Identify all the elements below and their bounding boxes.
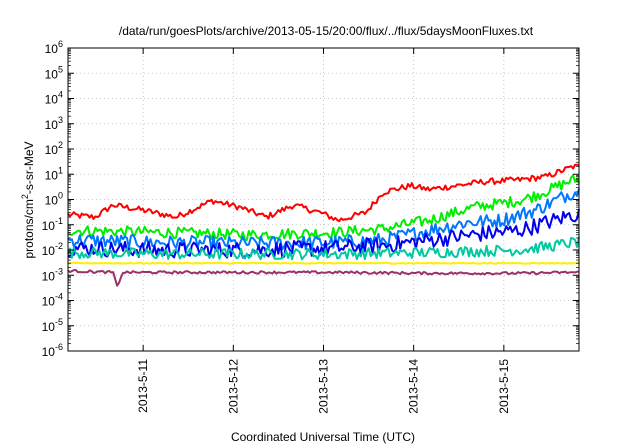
y-tick-label: 104	[45, 90, 63, 107]
series-line	[67, 163, 580, 223]
y-tick-label: 103	[45, 115, 63, 132]
y-tick-exponent: 0	[58, 191, 63, 201]
y-axis-label-prefix: protons/cm	[22, 199, 36, 258]
y-tick-base: 10	[45, 118, 59, 132]
y-tick-exponent: 6	[58, 39, 63, 49]
x-tick-label: 2013-5-12	[226, 359, 240, 414]
y-tick-base: 10	[45, 67, 59, 81]
y-tick-base: 10	[42, 244, 56, 258]
y-tick-label: 10-6	[42, 342, 63, 359]
series-group	[67, 163, 580, 287]
x-tick-label: 2013-5-14	[407, 359, 421, 414]
grid	[68, 48, 579, 351]
y-tick-exponent: 5	[58, 64, 63, 74]
y-tick-label: 10-4	[42, 292, 63, 309]
x-tick-label: 2013-5-13	[316, 359, 330, 414]
y-tick-label: 101	[45, 165, 63, 182]
y-tick-base: 10	[45, 42, 59, 56]
y-tick-exponent: -6	[55, 342, 63, 352]
x-axis: 2013-5-11 2013-5-12 2013-5-13 2013-5-14 2013…	[136, 48, 511, 414]
y-tick-exponent: 4	[58, 90, 63, 100]
y-tick-label: 100	[45, 191, 63, 208]
y-axis-label-suffix: -s-sr-MeV	[22, 141, 36, 194]
y-tick-label: 106	[45, 39, 63, 56]
y-tick-base: 10	[42, 345, 56, 359]
series-line	[67, 174, 580, 241]
y-tick-base: 10	[42, 219, 56, 233]
y-tick-exponent: 2	[58, 140, 63, 150]
chart-title: /data/run/goesPlots/archive/2013-05-15/2…	[119, 24, 534, 38]
y-tick-exponent: 1	[58, 165, 63, 175]
y-tick-label: 105	[45, 64, 63, 81]
y-tick-exponent: -4	[55, 292, 63, 302]
x-tick-label: 2013-5-11	[136, 359, 150, 413]
series-line	[67, 209, 580, 259]
series-line	[67, 261, 580, 265]
y-tick-base: 10	[45, 93, 59, 107]
y-tick-exponent: -5	[55, 317, 63, 327]
y-tick-base: 10	[45, 194, 59, 208]
series-line	[67, 236, 580, 261]
y-tick-base: 10	[42, 320, 56, 334]
x-tick-label: 2013-5-15	[497, 359, 511, 414]
y-tick-exponent: 3	[58, 115, 63, 125]
y-axis-label: protons/cm2-s-sr-MeV	[20, 141, 36, 258]
y-tick-exponent: -2	[55, 241, 63, 251]
y-tick-base: 10	[42, 269, 56, 283]
y-tick-base: 10	[45, 143, 59, 157]
y-tick-exponent: -1	[55, 216, 63, 226]
y-tick-exponent: -3	[55, 266, 63, 276]
y-tick-label: 102	[45, 140, 63, 157]
series-line	[67, 269, 580, 287]
y-tick-base: 10	[45, 168, 59, 182]
y-tick-label: 10-2	[42, 241, 63, 258]
y-axis: 10-610-510-410-310-210-11001011021031041…	[42, 39, 579, 359]
y-tick-base: 10	[42, 295, 56, 309]
y-axis-label-sup: 2	[20, 194, 30, 199]
x-axis-label: Coordinated Universal Time (UTC)	[231, 430, 415, 444]
y-tick-label: 10-3	[42, 266, 63, 283]
series-line	[67, 188, 580, 251]
y-tick-label: 10-1	[42, 216, 63, 233]
y-tick-label: 10-5	[42, 317, 63, 334]
